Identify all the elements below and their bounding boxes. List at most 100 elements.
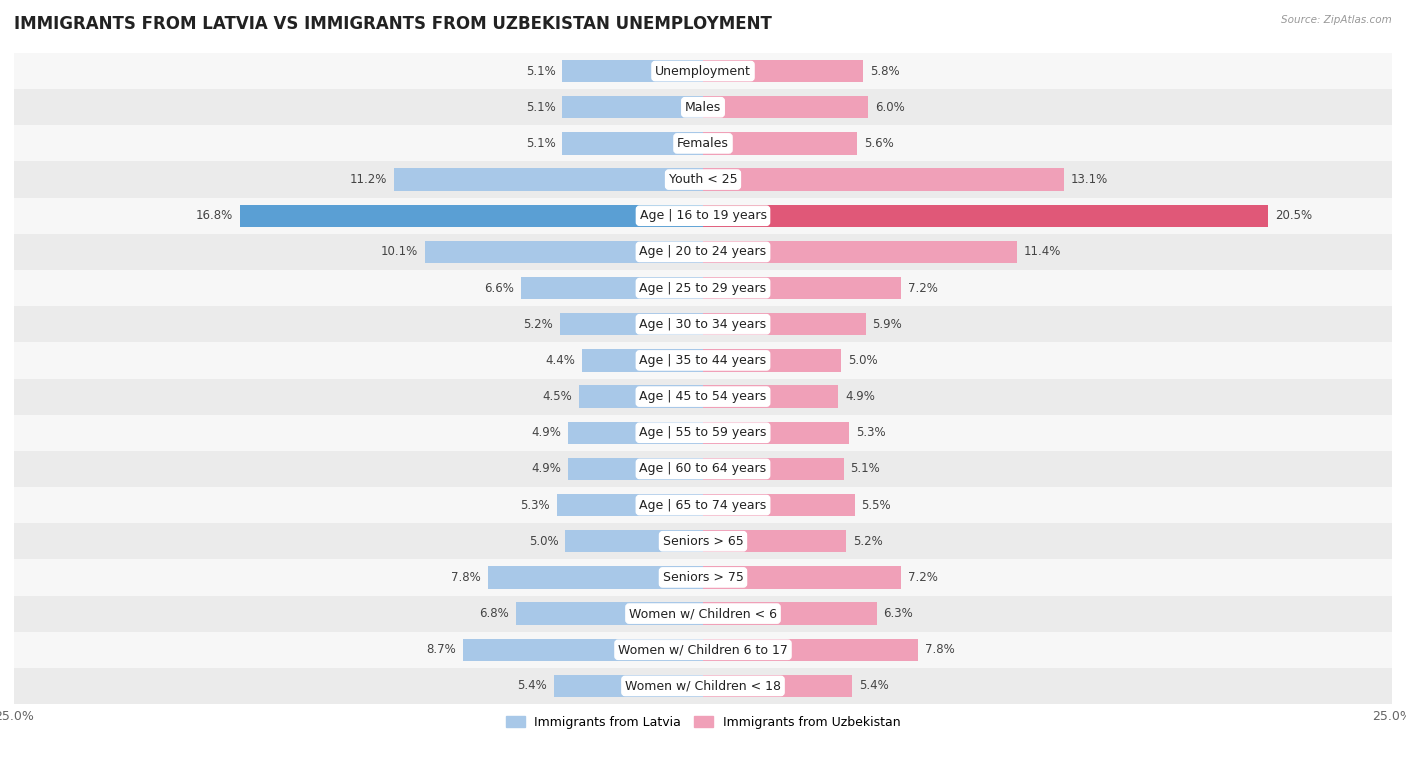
Text: Seniors > 75: Seniors > 75	[662, 571, 744, 584]
Text: 6.3%: 6.3%	[883, 607, 914, 620]
Bar	[703, 241, 1017, 263]
Bar	[463, 639, 703, 661]
Bar	[14, 198, 1392, 234]
Bar	[14, 53, 1392, 89]
Text: 6.8%: 6.8%	[479, 607, 509, 620]
Bar	[14, 89, 1392, 126]
Text: 7.2%: 7.2%	[908, 571, 938, 584]
Bar	[14, 342, 1392, 378]
Bar	[394, 168, 703, 191]
Bar	[562, 96, 703, 118]
Text: Youth < 25: Youth < 25	[669, 173, 737, 186]
Bar	[488, 566, 703, 589]
Text: Age | 35 to 44 years: Age | 35 to 44 years	[640, 354, 766, 367]
Text: Women w/ Children < 18: Women w/ Children < 18	[626, 680, 780, 693]
Text: 7.8%: 7.8%	[925, 643, 955, 656]
Text: Males: Males	[685, 101, 721, 114]
Bar	[14, 668, 1392, 704]
Text: 4.9%: 4.9%	[531, 463, 561, 475]
Text: 16.8%: 16.8%	[195, 209, 233, 223]
Text: 6.0%: 6.0%	[875, 101, 905, 114]
Text: 6.6%: 6.6%	[484, 282, 515, 294]
Text: 5.5%: 5.5%	[862, 499, 891, 512]
Bar	[703, 422, 849, 444]
Text: Age | 30 to 34 years: Age | 30 to 34 years	[640, 318, 766, 331]
Text: 4.4%: 4.4%	[546, 354, 575, 367]
Text: 11.2%: 11.2%	[350, 173, 388, 186]
Bar	[703, 674, 852, 697]
Bar	[703, 639, 918, 661]
Text: Seniors > 65: Seniors > 65	[662, 534, 744, 548]
Text: 20.5%: 20.5%	[1275, 209, 1312, 223]
Text: 4.9%: 4.9%	[531, 426, 561, 439]
Text: 13.1%: 13.1%	[1071, 173, 1108, 186]
Text: Age | 45 to 54 years: Age | 45 to 54 years	[640, 390, 766, 403]
Bar	[703, 458, 844, 480]
Bar	[14, 631, 1392, 668]
Text: 4.5%: 4.5%	[543, 390, 572, 403]
Bar	[522, 277, 703, 299]
Bar	[582, 349, 703, 372]
Text: 5.1%: 5.1%	[526, 137, 555, 150]
Bar	[14, 234, 1392, 270]
Bar	[703, 132, 858, 154]
Bar	[14, 596, 1392, 631]
Text: 5.2%: 5.2%	[853, 534, 883, 548]
Bar	[516, 603, 703, 625]
Bar	[579, 385, 703, 408]
Text: 7.2%: 7.2%	[908, 282, 938, 294]
Bar	[568, 422, 703, 444]
Bar	[14, 378, 1392, 415]
Text: Unemployment: Unemployment	[655, 64, 751, 77]
Text: 7.8%: 7.8%	[451, 571, 481, 584]
Text: Women w/ Children < 6: Women w/ Children < 6	[628, 607, 778, 620]
Text: 5.1%: 5.1%	[851, 463, 880, 475]
Bar	[14, 270, 1392, 306]
Bar	[14, 487, 1392, 523]
Bar	[703, 603, 876, 625]
Bar	[554, 674, 703, 697]
Text: Age | 60 to 64 years: Age | 60 to 64 years	[640, 463, 766, 475]
Bar	[14, 306, 1392, 342]
Text: Age | 65 to 74 years: Age | 65 to 74 years	[640, 499, 766, 512]
Text: 5.1%: 5.1%	[526, 64, 555, 77]
Text: Age | 16 to 19 years: Age | 16 to 19 years	[640, 209, 766, 223]
Bar	[425, 241, 703, 263]
Text: IMMIGRANTS FROM LATVIA VS IMMIGRANTS FROM UZBEKISTAN UNEMPLOYMENT: IMMIGRANTS FROM LATVIA VS IMMIGRANTS FRO…	[14, 15, 772, 33]
Bar	[703, 313, 866, 335]
Bar	[703, 96, 869, 118]
Text: 5.4%: 5.4%	[859, 680, 889, 693]
Bar	[557, 494, 703, 516]
Bar	[562, 132, 703, 154]
Text: 5.6%: 5.6%	[865, 137, 894, 150]
Text: 11.4%: 11.4%	[1024, 245, 1062, 258]
Bar	[703, 566, 901, 589]
Text: Age | 55 to 59 years: Age | 55 to 59 years	[640, 426, 766, 439]
Bar	[14, 126, 1392, 161]
Bar	[703, 277, 901, 299]
Text: 5.9%: 5.9%	[873, 318, 903, 331]
Text: Source: ZipAtlas.com: Source: ZipAtlas.com	[1281, 15, 1392, 25]
Text: 5.3%: 5.3%	[856, 426, 886, 439]
Bar	[14, 161, 1392, 198]
Bar	[14, 415, 1392, 451]
Text: 5.3%: 5.3%	[520, 499, 550, 512]
Bar	[703, 204, 1268, 227]
Bar	[703, 349, 841, 372]
Text: 4.9%: 4.9%	[845, 390, 875, 403]
Bar	[14, 559, 1392, 596]
Bar	[240, 204, 703, 227]
Text: 5.0%: 5.0%	[848, 354, 877, 367]
Text: 5.1%: 5.1%	[526, 101, 555, 114]
Bar	[703, 60, 863, 83]
Text: 5.8%: 5.8%	[870, 64, 900, 77]
Text: Females: Females	[678, 137, 728, 150]
Legend: Immigrants from Latvia, Immigrants from Uzbekistan: Immigrants from Latvia, Immigrants from …	[501, 711, 905, 734]
Bar	[703, 530, 846, 553]
Bar	[703, 494, 855, 516]
Bar	[560, 313, 703, 335]
Text: Age | 20 to 24 years: Age | 20 to 24 years	[640, 245, 766, 258]
Text: Age | 25 to 29 years: Age | 25 to 29 years	[640, 282, 766, 294]
Text: 10.1%: 10.1%	[381, 245, 418, 258]
Bar	[565, 530, 703, 553]
